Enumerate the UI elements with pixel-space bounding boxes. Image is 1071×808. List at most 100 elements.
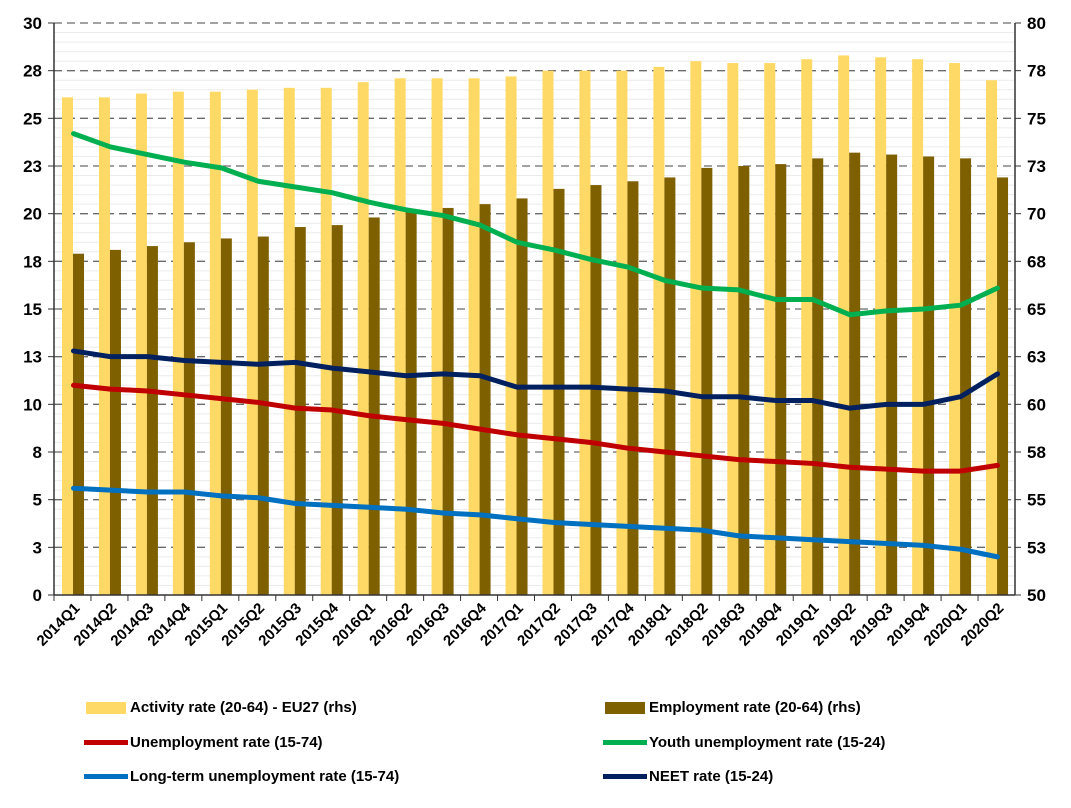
bar-activity (986, 80, 998, 595)
bar-activity (209, 91, 221, 595)
bar-activity (727, 63, 739, 596)
bar-employment (516, 198, 528, 595)
right-tick-label: 70 (1027, 205, 1046, 224)
bar-employment (553, 188, 565, 595)
bar-activity (394, 78, 406, 595)
bar-activity (135, 93, 147, 596)
bar-employment (442, 207, 454, 596)
left-tick-label: 5 (33, 491, 42, 510)
line-series-5 (70, 348, 1001, 411)
line-series-4 (70, 485, 1001, 560)
right-tick-label: 78 (1027, 62, 1046, 81)
line-series-2 (70, 382, 1001, 474)
bar-activity (838, 55, 850, 596)
legend-swatch (603, 740, 647, 745)
bar-activity (801, 59, 813, 595)
bar-activity (690, 61, 702, 595)
bar-activity (62, 97, 73, 596)
legend-item-longterm: Long-term unemployment rate (15-74) (84, 768, 399, 785)
bar-employment (405, 211, 417, 595)
bar-employment (368, 217, 380, 596)
legend-item-activity: Activity rate (20-64) - EU27 (rhs) (86, 699, 357, 716)
bar-employment (701, 167, 713, 595)
bar-activity (431, 78, 443, 595)
bar-employment (590, 185, 602, 596)
right-tick-label: 55 (1027, 491, 1046, 510)
bar-employment (146, 246, 158, 595)
right-tick-label: 80 (1027, 14, 1046, 33)
left-tick-label: 0 (33, 586, 42, 605)
legend-label: Long-term unemployment rate (15-74) (130, 768, 400, 785)
left-tick-label: 23 (23, 157, 42, 176)
legend-swatch (84, 774, 128, 779)
left-tick-label: 20 (23, 205, 42, 224)
bar-employment (220, 238, 232, 595)
bar-employment (960, 158, 972, 595)
bar-employment (664, 177, 676, 595)
bar-activity (653, 66, 665, 595)
bar-employment (479, 204, 491, 595)
right-tick-label: 63 (1027, 348, 1046, 367)
legend-label: Activity rate (20-64) - EU27 (rhs) (130, 699, 357, 716)
bar-employment (738, 166, 750, 595)
bar-activity (616, 70, 628, 595)
left-tick-label: 18 (23, 252, 42, 271)
bar-employment (109, 249, 121, 596)
right-tick-label: 58 (1027, 443, 1046, 462)
left-tick-label: 28 (23, 62, 42, 81)
legend-swatch (86, 701, 126, 714)
bar-employment (294, 227, 306, 595)
right-tick-label: 50 (1027, 586, 1046, 605)
legend-item-neet: NEET rate (15-24) (603, 768, 773, 785)
right-tick-label: 60 (1027, 395, 1046, 414)
legend-item-employment: Employment rate (20-64) (rhs) (605, 699, 861, 716)
line-series-3 (70, 131, 1001, 318)
bar-activity (579, 70, 591, 595)
left-tick-label: 15 (23, 300, 42, 319)
bar-employment (775, 164, 787, 596)
bar-employment (849, 152, 861, 596)
legend-item-youth: Youth unemployment rate (15-24) (603, 734, 885, 751)
bar-activity (246, 89, 258, 595)
legend-label: NEET rate (15-24) (649, 768, 774, 785)
left-tick-label: 25 (23, 109, 42, 128)
bar-activity (875, 57, 887, 595)
legend-label: Unemployment rate (15-74) (130, 734, 323, 751)
bar-activity (949, 63, 961, 596)
legend-label: Employment rate (20-64) (rhs) (649, 699, 861, 716)
left-tick-label: 30 (23, 14, 42, 33)
left-tick-label: 3 (33, 538, 42, 557)
legend-swatch (84, 740, 128, 745)
legend-item-unemployment: Unemployment rate (15-74) (84, 734, 323, 751)
legend-label: Youth unemployment rate (15-24) (649, 734, 886, 751)
bar-activity (505, 76, 517, 596)
bar-employment (73, 253, 84, 595)
bar-employment (183, 242, 195, 595)
bar-activity (98, 97, 110, 596)
bar-employment (923, 156, 935, 595)
bar-activity (283, 87, 295, 596)
right-tick-label: 75 (1027, 109, 1046, 128)
legend-swatch (605, 701, 645, 714)
bar-activity (320, 87, 332, 596)
bar-activity (172, 91, 184, 595)
legend-swatch (603, 774, 647, 779)
bar-employment (257, 236, 269, 595)
right-tick-label: 68 (1027, 252, 1046, 271)
bar-activity (357, 82, 369, 595)
right-tick-label: 53 (1027, 538, 1046, 557)
bar-employment (812, 158, 824, 595)
right-tick-label: 65 (1027, 300, 1046, 319)
bar-employment (886, 154, 898, 595)
left-tick-label: 8 (33, 443, 42, 462)
right-tick-label: 73 (1027, 157, 1046, 176)
bar-activity (764, 63, 776, 596)
bar-activity (468, 78, 480, 595)
left-tick-label: 10 (23, 395, 42, 414)
left-tick-label: 13 (23, 348, 42, 367)
bar-activity (542, 70, 554, 595)
bar-activity (912, 59, 924, 595)
bar-employment (997, 177, 1009, 595)
